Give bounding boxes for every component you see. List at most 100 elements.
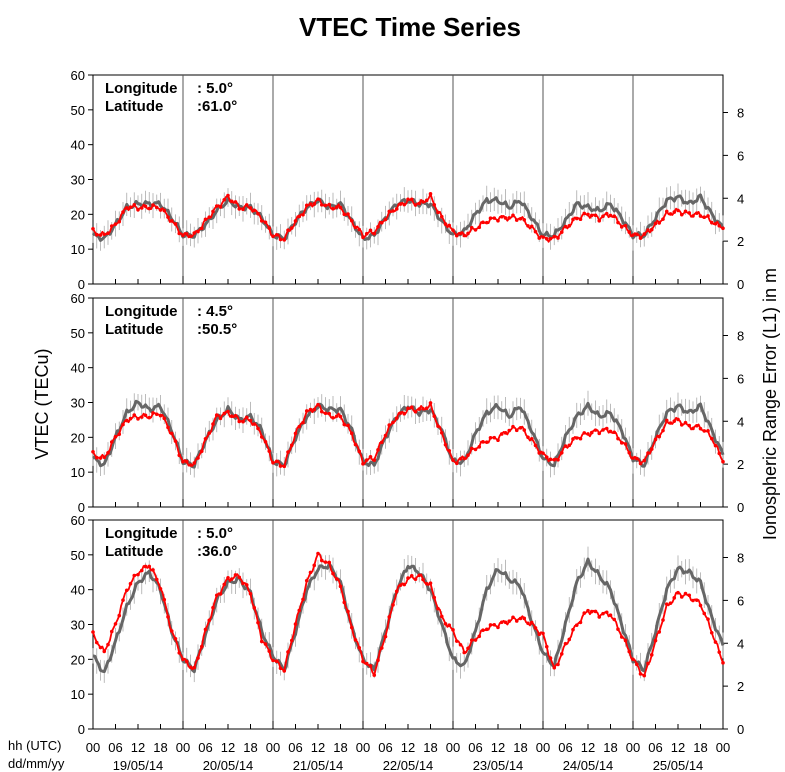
data-point — [503, 431, 508, 435]
data-point — [106, 231, 110, 236]
y-tick-label-right: 0 — [737, 277, 744, 292]
data-point — [211, 422, 215, 426]
y-tick-label-left: 10 — [71, 687, 85, 702]
panel-3: 0 10 20 30 40 50 60 0 2 4 6 8 Longitude: 5.0° Latitud… — [71, 513, 745, 737]
data-point — [687, 423, 692, 428]
y-tick-label-right: 2 — [737, 679, 744, 694]
data-point — [211, 605, 215, 610]
x-date-label: 22/05/14 — [383, 758, 434, 772]
data-point — [143, 413, 148, 418]
data-point — [409, 574, 414, 578]
x-hour-tick-label: 00 — [266, 740, 280, 755]
data-point — [466, 231, 470, 236]
data-point — [312, 202, 317, 206]
data-point — [342, 600, 347, 605]
data-point — [563, 641, 568, 646]
x-hour-tick-label: 12 — [671, 740, 685, 755]
data-point — [454, 639, 459, 643]
data-point — [271, 234, 275, 239]
data-point — [563, 224, 568, 229]
data-point — [533, 626, 538, 630]
y-tick-label-left: 30 — [71, 173, 85, 188]
data-point — [436, 424, 440, 428]
series-series_2 — [91, 401, 725, 469]
data-point — [237, 419, 242, 424]
data-point — [398, 202, 403, 206]
series-series_1 — [91, 183, 725, 251]
y-tick-label-right: 6 — [737, 593, 744, 608]
data-point — [552, 665, 557, 670]
data-point — [248, 206, 253, 210]
panel-frame — [92, 74, 724, 285]
data-point — [646, 451, 650, 455]
y-tick-label-left: 60 — [71, 513, 85, 528]
data-point — [304, 203, 309, 208]
data-point — [649, 447, 654, 451]
data-point — [672, 210, 677, 214]
data-point — [661, 618, 665, 622]
data-point — [443, 621, 448, 626]
data-point — [481, 220, 485, 225]
x-date-label: 20/05/14 — [203, 758, 254, 772]
data-point — [694, 598, 699, 602]
data-point — [319, 558, 324, 563]
y-tick-label-right: 2 — [737, 234, 744, 249]
data-point — [582, 431, 587, 435]
data-point — [211, 209, 215, 214]
x-hour-tick-label: 12 — [491, 740, 505, 755]
data-point — [394, 207, 399, 211]
data-point — [721, 459, 725, 464]
x-hour-tick-label: 00 — [176, 740, 190, 755]
data-point — [124, 588, 129, 593]
data-point — [188, 665, 193, 670]
data-point — [616, 220, 620, 225]
data-point — [248, 418, 253, 423]
data-point — [109, 440, 114, 444]
data-point — [597, 615, 602, 619]
data-point — [653, 437, 658, 442]
data-point — [289, 226, 294, 230]
data-point — [143, 564, 148, 569]
x-hours-row-label: hh (UTC) — [8, 738, 61, 753]
data-point — [424, 406, 429, 411]
data-point — [109, 629, 114, 634]
data-point — [657, 434, 662, 439]
data-point — [466, 453, 470, 458]
data-point — [417, 407, 422, 411]
data-point — [282, 669, 287, 673]
data-point — [514, 218, 519, 222]
data-point — [372, 231, 377, 236]
data-point — [278, 464, 283, 468]
data-point — [349, 625, 354, 630]
data-point — [556, 662, 560, 667]
data-point — [499, 432, 504, 436]
latitude-label: Latitude — [105, 98, 163, 115]
data-point — [511, 615, 515, 620]
data-point — [634, 456, 639, 461]
data-point — [631, 233, 635, 237]
data-point — [143, 204, 148, 209]
data-point — [199, 226, 204, 231]
data-point — [132, 413, 137, 417]
data-point — [379, 646, 384, 650]
data-point — [488, 435, 493, 440]
data-point — [128, 581, 133, 586]
data-point — [424, 581, 429, 586]
x-hour-tick-label: 18 — [333, 740, 347, 755]
data-point — [717, 223, 722, 228]
data-point — [664, 418, 669, 423]
data-point — [597, 431, 602, 436]
latitude-label: Latitude — [105, 321, 163, 338]
data-point — [308, 570, 313, 575]
data-point — [664, 602, 669, 606]
data-point — [421, 406, 425, 411]
data-point — [514, 428, 519, 433]
data-point — [199, 449, 204, 454]
x-hour-tick-label: 18 — [513, 740, 527, 755]
panel-2: 0 10 20 30 40 50 60 0 2 4 6 8 Longitude: 4.5° Latitud… — [71, 291, 745, 515]
data-point — [409, 405, 414, 410]
data-point — [391, 603, 395, 607]
data-point — [574, 436, 579, 440]
data-point — [256, 211, 260, 216]
